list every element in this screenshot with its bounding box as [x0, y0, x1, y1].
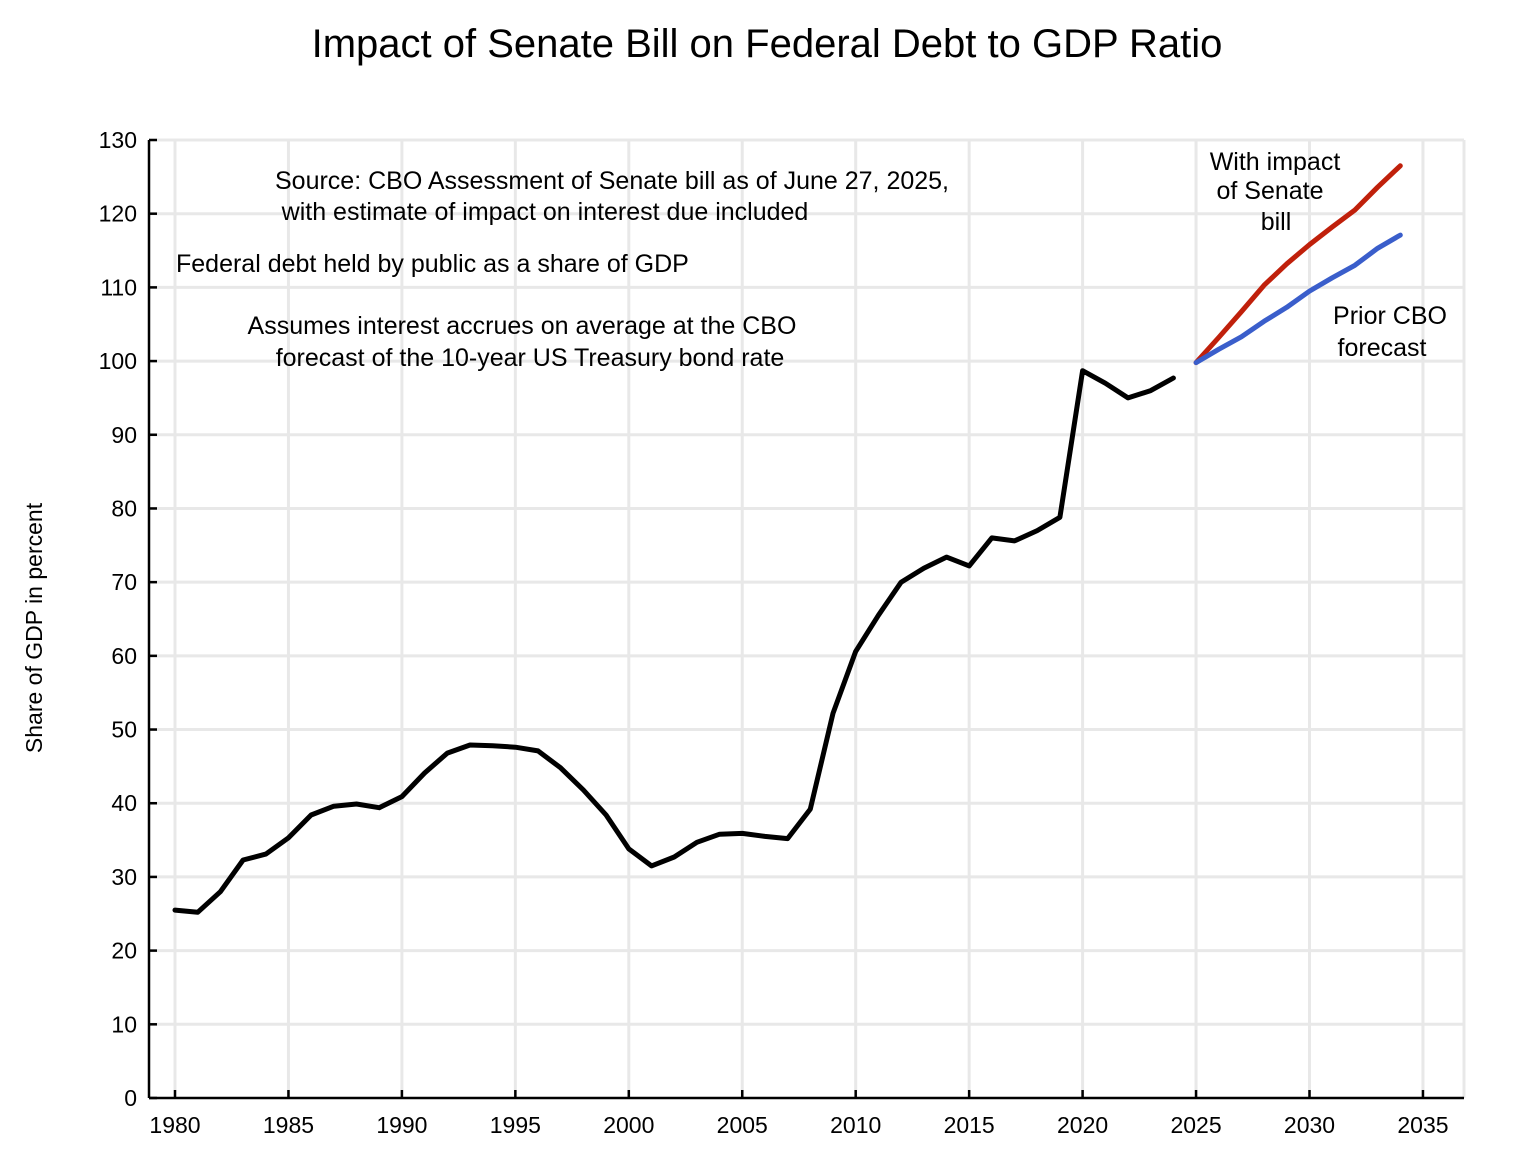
x-tick-label: 1980	[149, 1112, 200, 1138]
y-tick-label: 30	[111, 864, 137, 890]
series-prior-cbo-line	[1193, 232, 1403, 366]
label-senate-line3: bill	[1261, 208, 1292, 236]
x-tick-label: 2020	[1057, 1112, 1108, 1138]
x-tick-label: 1985	[263, 1112, 314, 1138]
y-tick-label: 60	[111, 643, 137, 669]
annotation-source-line2: with estimate of impact on interest due …	[281, 198, 809, 226]
axes	[147, 138, 1464, 1100]
y-tick-label: 40	[111, 790, 137, 816]
x-tick-label: 2010	[830, 1112, 881, 1138]
x-tick-label: 2030	[1284, 1112, 1335, 1138]
annotation-assumption-line2: forecast of the 10-year US Treasury bond…	[276, 344, 785, 372]
series	[172, 163, 1403, 915]
label-senate-line1: With impact	[1210, 148, 1341, 176]
series-senate-bill-line	[1193, 163, 1403, 366]
chart-title: Impact of Senate Bill on Federal Debt to…	[312, 22, 1223, 66]
label-senate-line2: of Senate	[1216, 177, 1323, 205]
annotation-measure: Federal debt held by public as a share o…	[176, 250, 689, 278]
x-tick-label: 1990	[376, 1112, 427, 1138]
y-axis-label: Share of GDP in percent	[21, 502, 47, 753]
y-tick-label: 100	[99, 348, 137, 374]
x-tick-label: 2000	[603, 1112, 654, 1138]
annotation-source-line1: Source: CBO Assessment of Senate bill as…	[275, 167, 949, 195]
y-tick-label: 130	[99, 127, 137, 153]
y-tick-label: 0	[124, 1085, 137, 1111]
y-tick-label: 70	[111, 569, 137, 595]
y-tick-label: 80	[111, 495, 137, 521]
gridlines	[149, 138, 1466, 1098]
x-tick-label: 2025	[1170, 1112, 1221, 1138]
x-tick-label: 1995	[490, 1112, 541, 1138]
y-tick-label: 90	[111, 422, 137, 448]
y-tick-label: 20	[111, 938, 137, 964]
x-tick-label: 2005	[717, 1112, 768, 1138]
y-tick-label: 120	[99, 201, 137, 227]
x-tick-label: 2035	[1397, 1112, 1448, 1138]
x-tick-label: 2015	[944, 1112, 995, 1138]
annotation-assumption-line1: Assumes interest accrues on average at t…	[248, 312, 797, 340]
annotation-source: Source: CBO Assessment of Senate bill as…	[275, 167, 949, 226]
series-historical-line	[172, 368, 1176, 915]
label-prior-line1: Prior CBO	[1333, 302, 1447, 330]
label-senate: With impact of Senate bill	[1210, 148, 1341, 236]
annotation-assumption: Assumes interest accrues on average at t…	[248, 312, 797, 372]
y-tick-label: 50	[111, 717, 137, 743]
label-prior: Prior CBO forecast	[1333, 302, 1447, 362]
y-tick-label: 110	[100, 274, 137, 300]
label-prior-line2: forecast	[1338, 334, 1427, 362]
y-tick-label: 10	[111, 1011, 137, 1037]
